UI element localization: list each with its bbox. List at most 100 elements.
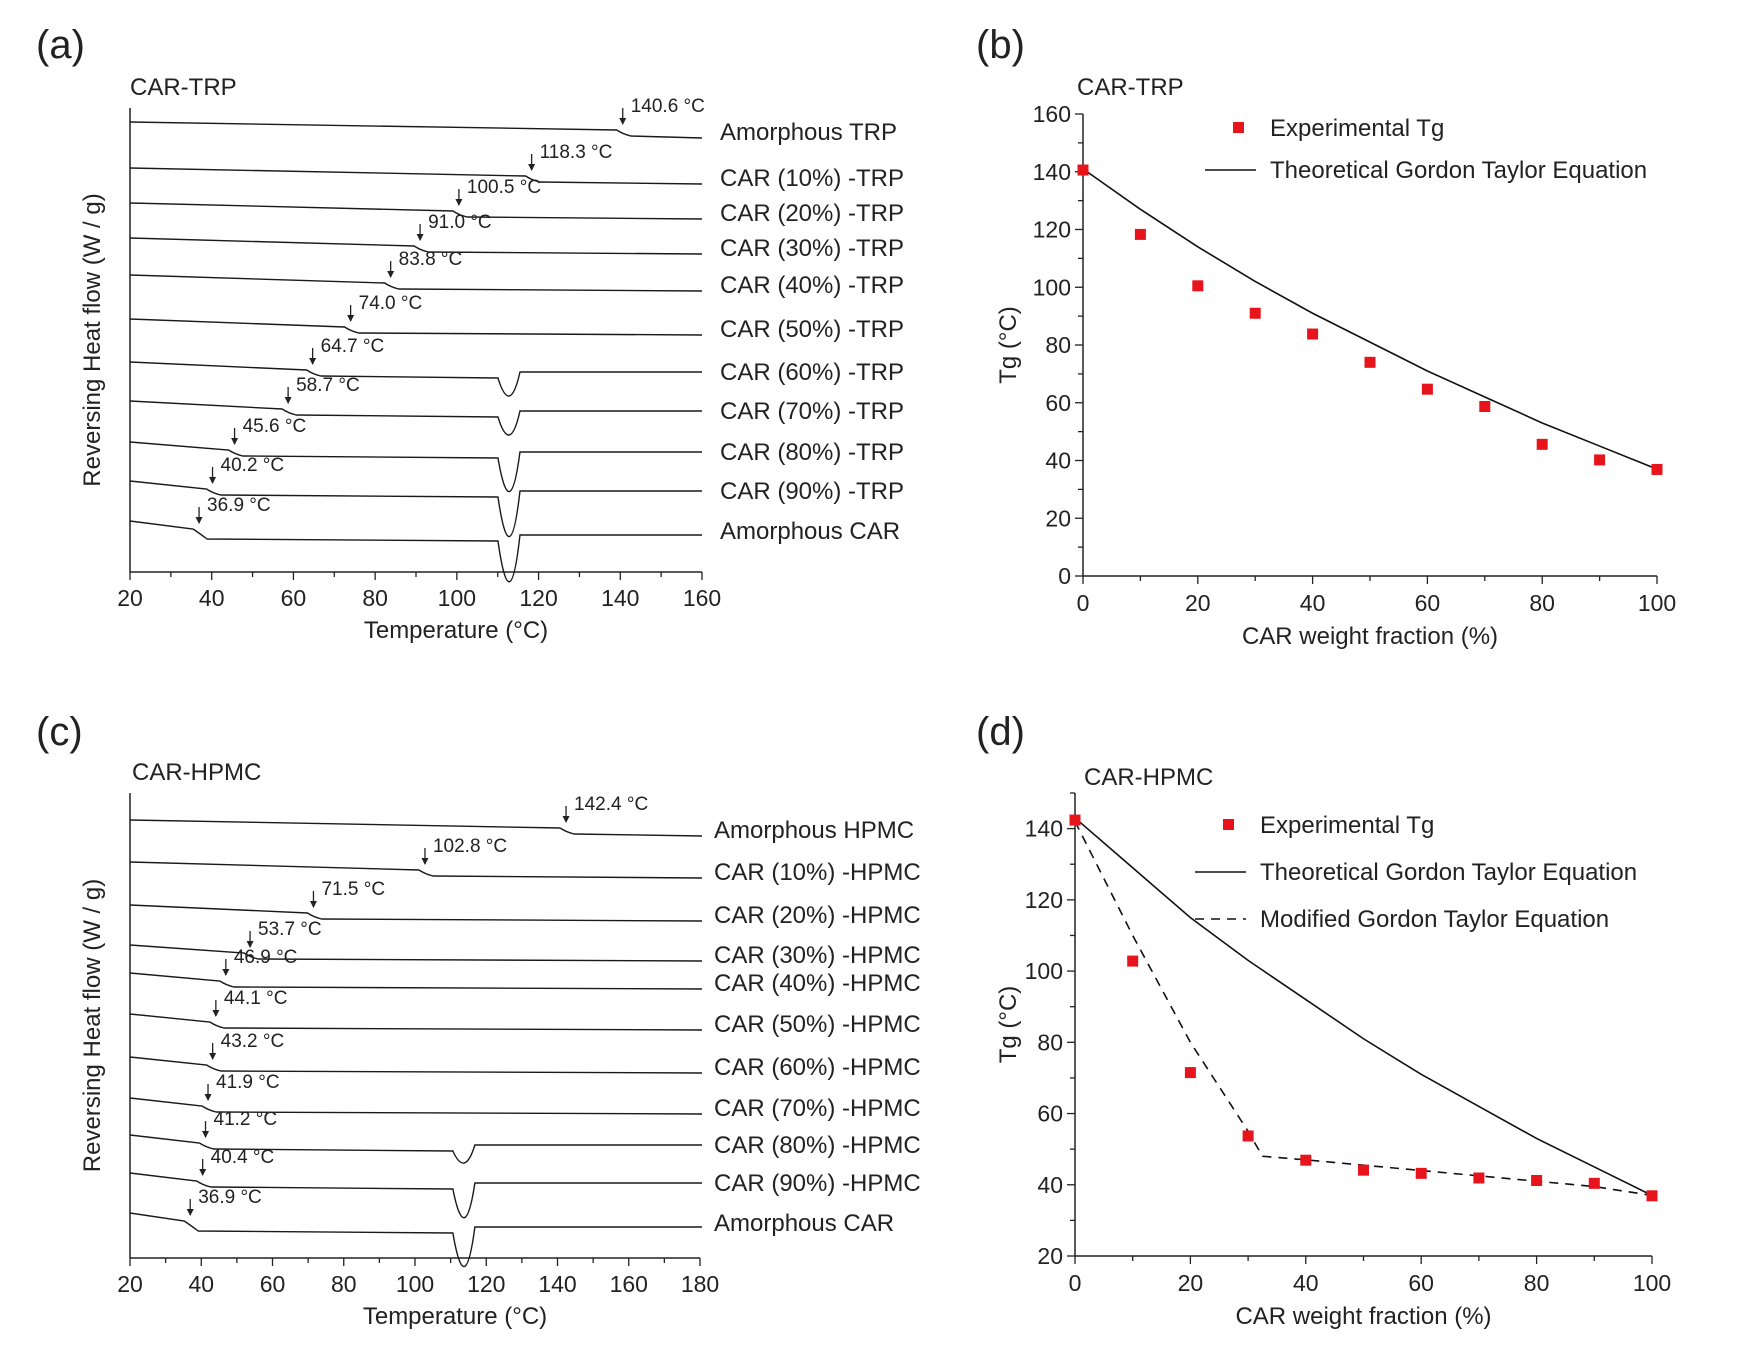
thermogram-curve (129, 361, 702, 397)
curve-label: CAR (40%) -HPMC (714, 970, 921, 997)
y-tick-label: 100 (1033, 274, 1071, 300)
tg-annotation: 102.8 °C (433, 836, 507, 857)
thermogram-curve (129, 202, 703, 220)
tg-annotation: 83.8 °C (399, 249, 463, 270)
chart-title: CAR-TRP (130, 74, 237, 101)
x-tick-label: 40 (188, 1271, 214, 1297)
thermogram-curve (129, 121, 703, 139)
experimental-tg-point (1364, 356, 1376, 368)
tg-annotation: 41.2 °C (214, 1109, 278, 1130)
curve-label: CAR (80%) -HPMC (714, 1132, 921, 1159)
y-tick-label: 20 (1037, 1243, 1063, 1269)
x-tick-label: 60 (1408, 1270, 1434, 1296)
thermogram-curve (129, 904, 703, 922)
tg-annotation: 45.6 °C (243, 416, 307, 437)
experimental-tg-point (1134, 228, 1146, 240)
tg-marker-arrowhead (209, 477, 217, 484)
experimental-tg-point (1192, 280, 1204, 292)
curve-label: CAR (30%) -HPMC (714, 942, 921, 969)
experimental-tg-point (1473, 1172, 1485, 1184)
tg-annotation: 74.0 °C (359, 293, 423, 314)
tg-annotation: 36.9 °C (198, 1187, 262, 1208)
y-tick-label: 60 (1045, 390, 1071, 416)
experimental-tg-point (1594, 454, 1606, 466)
x-tick-label: 40 (1293, 1270, 1319, 1296)
y-tick-label: 80 (1037, 1029, 1063, 1055)
thermogram-curve (129, 972, 703, 990)
panel-letter: (c) (36, 710, 83, 754)
x-tick-label: 20 (1185, 590, 1211, 616)
x-tick-label: 20 (117, 1271, 143, 1297)
x-tick-label: 60 (260, 1271, 286, 1297)
tg-marker-arrowhead (347, 315, 355, 322)
y-tick-label: 80 (1045, 332, 1071, 358)
tg-annotation: 40.4 °C (211, 1147, 275, 1168)
tg-annotation: 44.1 °C (224, 988, 288, 1009)
experimental-tg-point (1646, 1190, 1658, 1202)
thermogram-curve (129, 318, 703, 336)
chart-title: CAR-HPMC (1084, 764, 1213, 791)
theoretical-gordon-taylor-line (1074, 817, 1653, 1197)
curve-label: CAR (50%) -TRP (720, 316, 904, 343)
x-tick-label: 160 (683, 585, 721, 611)
x-tick-label: 120 (467, 1271, 505, 1297)
x-tick-label: 80 (362, 585, 388, 611)
x-axis-title: CAR weight fraction (%) (1242, 623, 1498, 650)
tg-marker-arrowhead (246, 941, 254, 948)
tg-marker-arrowhead (562, 816, 570, 823)
curve-label: CAR (30%) -TRP (720, 235, 904, 262)
x-tick-label: 80 (331, 1271, 357, 1297)
experimental-tg-point (1531, 1174, 1543, 1186)
experimental-tg-point (1184, 1067, 1196, 1079)
y-axis-title: Reversing Heat flow (W / g) (79, 879, 106, 1172)
thermogram-panel-2: (c) CAR-HPMC 20 40 60 80 100 120 140 160 180 Temper… (36, 710, 921, 1330)
legend-label: Modified Gordon Taylor Equation (1260, 906, 1609, 933)
tg-annotation: 46.9 °C (234, 947, 298, 968)
x-tick-label: 40 (1300, 590, 1326, 616)
curve-label: CAR (20%) -TRP (720, 200, 904, 227)
tg-marker-arrowhead (195, 517, 203, 524)
tg-annotation: 36.9 °C (207, 495, 271, 516)
tg-marker-arrowhead (455, 199, 463, 206)
thermogram-curve (129, 237, 703, 255)
curve-label: CAR (60%) -HPMC (714, 1054, 921, 1081)
x-axis-title: Temperature (°C) (364, 617, 548, 644)
experimental-tg-point (1479, 401, 1491, 413)
y-tick-label: 20 (1045, 505, 1071, 531)
curve-label: Amorphous CAR (714, 1210, 894, 1237)
experimental-tg-point (1358, 1164, 1369, 1176)
tg-marker-arrowhead (309, 901, 317, 908)
thermogram-curve (129, 441, 702, 493)
modified-gordon-taylor-line (1074, 821, 1653, 1197)
tg-marker-arrowhead (309, 358, 317, 365)
x-axis-title: Temperature (°C) (363, 1303, 547, 1330)
tg-annotation: 41.9 °C (216, 1072, 280, 1093)
curve-label: CAR (10%) -TRP (720, 165, 904, 192)
tg-annotation: 71.5 °C (321, 879, 385, 900)
experimental-tg-point (1242, 1130, 1254, 1142)
thermogram-curve (129, 861, 703, 879)
y-tick-label: 40 (1037, 1172, 1063, 1198)
tg-annotation: 64.7 °C (321, 336, 385, 357)
tg-marker-arrowhead (619, 118, 627, 125)
curve-label: CAR (20%) -HPMC (714, 902, 921, 929)
curve-label: CAR (70%) -HPMC (714, 1095, 921, 1122)
tg-marker-arrowhead (209, 1053, 217, 1060)
thermogram-curve (129, 1172, 702, 1219)
thermogram-curve (129, 520, 702, 583)
tg-marker-arrowhead (212, 1010, 220, 1017)
curve-label: CAR (50%) -HPMC (714, 1011, 921, 1038)
curve-label: CAR (70%) -TRP (720, 398, 904, 425)
x-tick-label: 160 (610, 1271, 648, 1297)
y-tick-label: 60 (1037, 1101, 1063, 1127)
curve-label: Amorphous HPMC (714, 817, 914, 844)
thermogram-curve (129, 1134, 702, 1164)
experimental-tg-point (1588, 1177, 1600, 1189)
tg-marker-arrowhead (202, 1131, 210, 1138)
legend-marker-experimental (1223, 819, 1234, 830)
curve-label: CAR (40%) -TRP (720, 272, 904, 299)
tg-annotation: 91.0 °C (428, 212, 492, 233)
experimental-tg-point (1307, 328, 1319, 340)
experimental-tg-point (1249, 307, 1261, 319)
tg-marker-arrowhead (421, 858, 429, 865)
